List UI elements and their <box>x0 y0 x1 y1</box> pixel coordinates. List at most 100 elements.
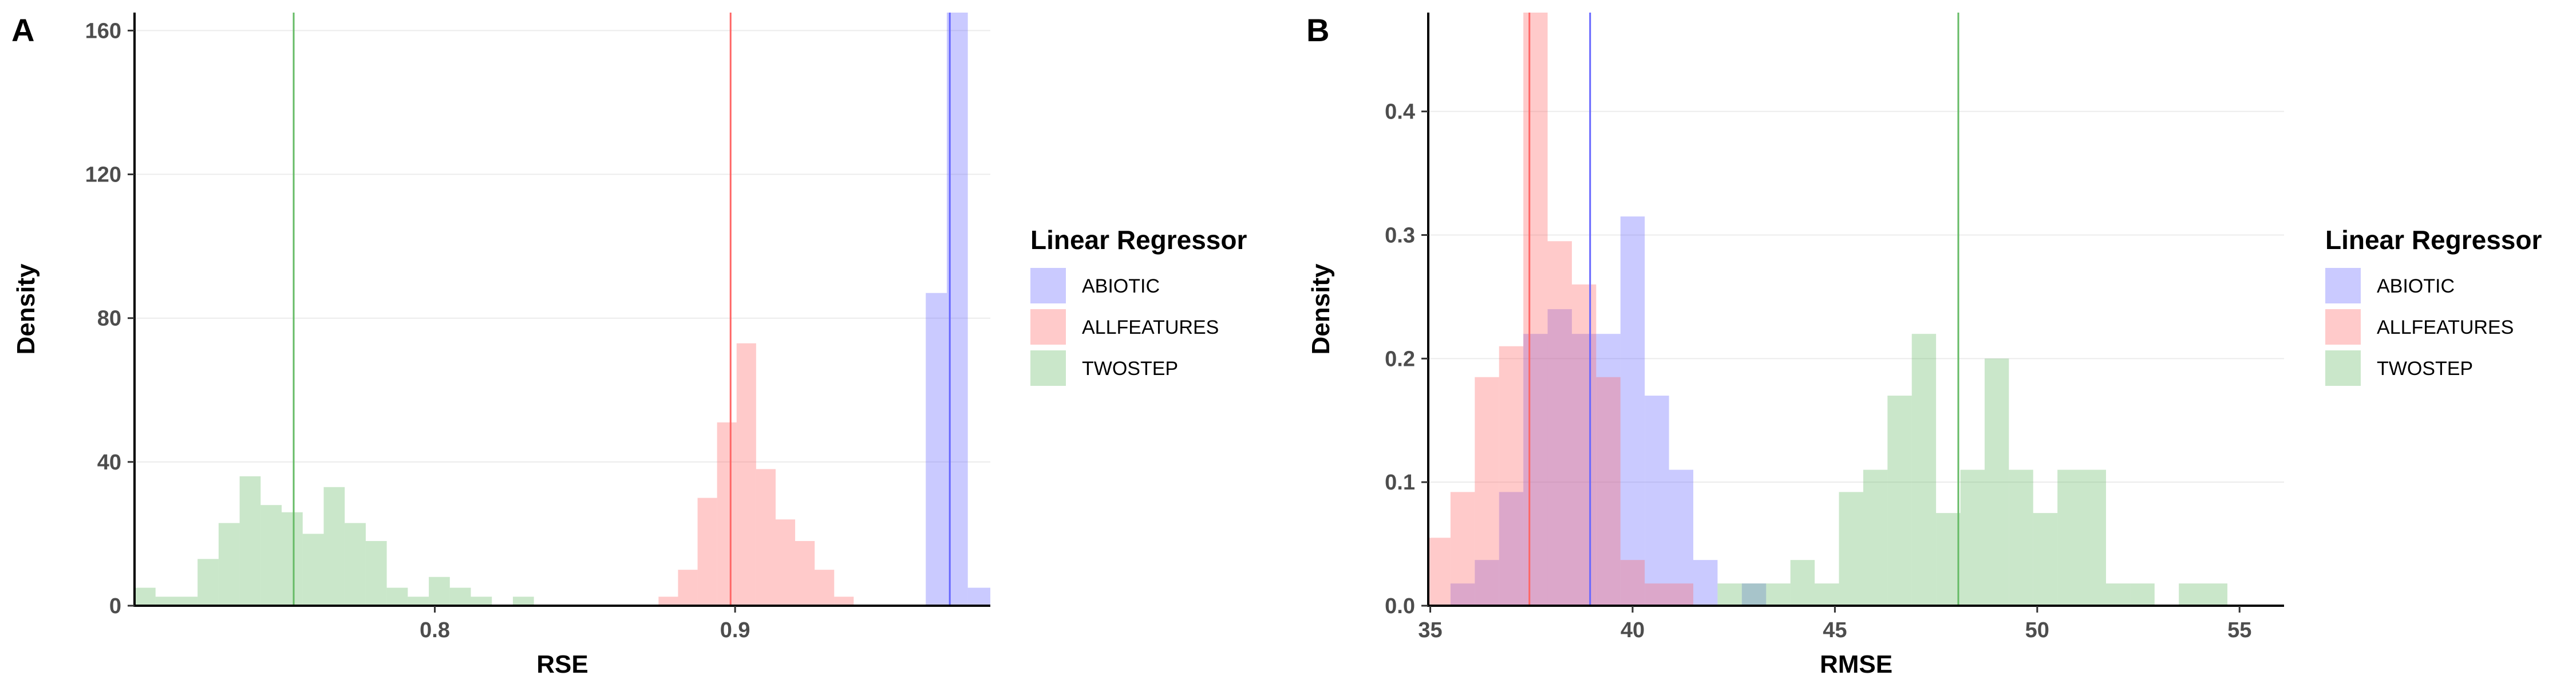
panel-A-bar-twostep <box>323 487 345 606</box>
panel-B-bar-twostep <box>2105 583 2131 606</box>
panel-B-bar-twostep <box>2203 583 2228 606</box>
panel-B-bar-twostep <box>1741 583 1767 606</box>
panel-A-bar-twostep <box>471 597 492 606</box>
panel-A-bar-allfeatures <box>834 597 854 606</box>
panel-B-bar-abiotic <box>1523 334 1548 606</box>
panel-B-label: B <box>1306 12 1329 48</box>
panel-A-bar-twostep <box>260 505 282 606</box>
panel-A-bar-allfeatures <box>775 519 796 606</box>
panel-B-bar-abiotic <box>1547 309 1572 606</box>
panel-A-bar-abiotic <box>926 293 947 606</box>
panel-B-bar-twostep <box>1717 583 1742 606</box>
panel-B-bar-abiotic <box>1645 396 1669 606</box>
panel-A-legend-key-twostep <box>1030 350 1066 386</box>
panel-B-bar-twostep <box>2033 513 2058 606</box>
panel-A-bar-twostep <box>512 597 534 606</box>
panel-B-bar-twostep <box>1839 492 1863 606</box>
panel-B-bar-abiotic <box>1693 560 1718 606</box>
panel-B-bar-twostep <box>1766 583 1791 606</box>
panel-A-x-tick-label: 0.9 <box>720 618 750 642</box>
panel-A-bar-twostep <box>218 523 240 606</box>
panel-B-y-tick-label: 0.0 <box>1385 594 1415 618</box>
panel-A-bar-allfeatures <box>717 422 737 606</box>
panel-A-y-tick-label: 160 <box>85 19 121 43</box>
panel-A-bar-allfeatures <box>756 469 776 606</box>
panel-B-bar-allfeatures <box>1645 583 1669 606</box>
panel-B-y-axis-title: Density <box>1307 263 1335 354</box>
panel-B-y-tick-label: 0.1 <box>1385 471 1415 495</box>
panel-B-x-axis-title: RMSE <box>1820 650 1893 678</box>
panel-B-bar-abiotic <box>1669 469 1693 606</box>
panel-B-x-tick-label: 50 <box>2025 618 2049 642</box>
panel-A-bar-twostep <box>345 523 366 606</box>
panel-B-bar-allfeatures <box>1669 583 1693 606</box>
panel-A-bar-twostep <box>239 476 261 606</box>
panel-B-bar-allfeatures <box>1450 492 1475 606</box>
panel-B-bar-twostep <box>2057 469 2082 606</box>
panel-A-bar-allfeatures <box>678 570 698 606</box>
panel-B-bar-abiotic <box>1475 560 1499 606</box>
panel-A-bar-twostep <box>386 587 408 606</box>
panel-B-bar-allfeatures <box>1475 377 1499 606</box>
panel-A-bar-allfeatures <box>815 570 835 606</box>
panel-A-x-tick-label: 0.8 <box>420 618 450 642</box>
panel-B-bar-twostep <box>1887 396 1912 606</box>
panel-A-x-axis-title: RSE <box>536 650 588 678</box>
panel-A-bar-twostep <box>365 540 387 606</box>
panel-B-legend-key-allfeatures <box>2325 309 2361 345</box>
panel-A-y-tick-label: 0 <box>109 594 121 618</box>
panel-B-y-tick-label: 0.3 <box>1385 224 1415 248</box>
panel-B-bar-twostep <box>1960 469 1985 606</box>
panel-B-bar-abiotic <box>1571 334 1597 606</box>
panel-A-bar-allfeatures <box>658 597 678 606</box>
panel-A-bar-twostep <box>408 597 429 606</box>
panel-B-x-tick-label: 35 <box>1418 618 1442 642</box>
panel-A-legend-label-abiotic: ABIOTIC <box>1082 275 1160 297</box>
panel-B-bar-allfeatures <box>1547 241 1572 606</box>
panel-B-x-tick-label: 55 <box>2227 618 2251 642</box>
panel-A-bar-allfeatures <box>795 540 815 606</box>
panel-B-y-tick-label: 0.4 <box>1385 100 1415 124</box>
panel-A-legend-label-allfeatures: ALLFEATURES <box>1082 317 1219 338</box>
panel-B-x-tick-label: 45 <box>1823 618 1847 642</box>
panel-B-legend-key-abiotic <box>2325 268 2361 303</box>
panel-B-bar-twostep <box>2179 583 2203 606</box>
panel-B-bar-twostep <box>1936 513 1961 606</box>
panel-B-bar-abiotic <box>1620 216 1645 606</box>
panel-A-bar-twostep <box>197 559 219 606</box>
panel-B-bar-allfeatures <box>1571 284 1597 606</box>
panel-B-bar-twostep <box>1863 469 1888 606</box>
panel-A-y-axis-title: Density <box>12 263 40 354</box>
panel-B-bar-allfeatures <box>1428 538 1451 606</box>
panel-A-legend-label-twostep: TWOSTEP <box>1082 358 1178 380</box>
panel-B-bar-abiotic <box>1596 334 1621 606</box>
panel-B-bar-twostep <box>1790 560 1815 606</box>
panel-B-bar-abiotic <box>1741 583 1767 606</box>
panel-A-bar-twostep <box>135 587 156 606</box>
panel-B-bar-twostep <box>2009 469 2033 606</box>
panel-B-bar-abiotic <box>1499 492 1524 606</box>
panel-B-bar-twostep <box>1984 358 2009 606</box>
panel-B-legend-label-abiotic: ABIOTIC <box>2377 275 2455 297</box>
panel-B-bar-allfeatures <box>1596 377 1621 606</box>
panel-B-legend-label-twostep: TWOSTEP <box>2377 358 2473 380</box>
panel-B-bar-twostep <box>1911 334 1937 606</box>
panel-A-bar-twostep <box>449 587 471 606</box>
panel-A-y-tick-label: 80 <box>97 307 121 331</box>
panel-A-bar-twostep <box>429 577 450 606</box>
panel-B-bar-abiotic <box>1450 583 1475 606</box>
panel-A-legend-key-abiotic <box>1030 268 1066 303</box>
panel-A-legend-title: Linear Regressor <box>1030 225 1247 255</box>
panel-A-bar-twostep <box>176 597 198 606</box>
panel-A-bar-allfeatures <box>697 498 717 606</box>
panel-A-bar-twostep <box>282 512 303 606</box>
panel-B-bar-allfeatures <box>1523 13 1548 606</box>
panel-A-bar-abiotic <box>967 587 990 606</box>
panel-B-bar-twostep <box>1815 583 1839 606</box>
panel-A-label: A <box>11 12 34 48</box>
panel-A-legend-key-allfeatures <box>1030 309 1066 345</box>
panel-A-bar-twostep <box>302 534 324 606</box>
panel-A-y-tick-label: 120 <box>85 163 121 187</box>
panel-A-bar-twostep <box>155 597 177 606</box>
